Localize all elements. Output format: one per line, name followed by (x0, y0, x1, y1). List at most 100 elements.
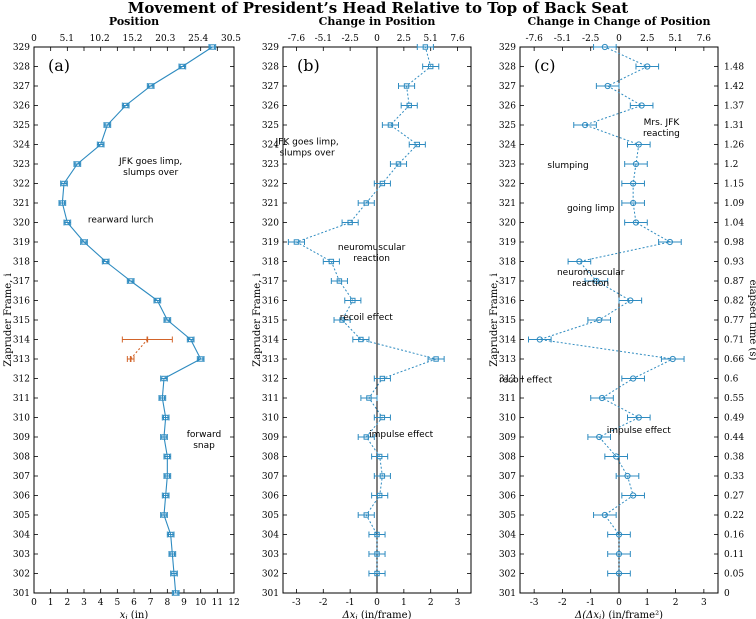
top-tick-label: 2.5 (640, 34, 655, 44)
top-tick-label: 5.1 (424, 34, 438, 44)
y-tick-label: 326 (13, 102, 30, 112)
data-point (397, 83, 416, 89)
y-tick-label: 308 (13, 453, 30, 463)
point-marker (172, 590, 179, 596)
top-tick-label: 10.2 (90, 34, 110, 44)
x-tick-label: 10 (195, 598, 207, 608)
point-marker (601, 43, 608, 51)
top-tick-label: -7.6 (525, 34, 543, 44)
y-axis-label: Zapruder Frame, i (3, 273, 14, 366)
data-point (60, 180, 68, 187)
data-point (168, 551, 177, 557)
data-point (626, 141, 651, 148)
point-marker (154, 297, 161, 304)
point-marker (630, 375, 637, 382)
data-point (357, 434, 375, 440)
data-point (381, 122, 399, 128)
data-point (373, 180, 391, 187)
x-tick-label: 8 (164, 598, 170, 608)
y-tick-label: 315 (13, 316, 30, 326)
point-marker (64, 219, 71, 226)
point-marker (171, 570, 177, 577)
y-tick-label: 313 (13, 355, 30, 365)
y-tick-label: 309 (13, 433, 30, 443)
point-marker (187, 336, 194, 343)
x-tick-label: 0 (616, 598, 622, 608)
elapsed-tick-label: 1.48 (724, 63, 744, 73)
x-tick-label: 2 (673, 598, 679, 608)
data-point (287, 239, 305, 245)
data-point (166, 531, 175, 538)
point-marker (81, 239, 87, 245)
data-point (621, 180, 645, 187)
data-point (573, 121, 597, 129)
point-marker (635, 141, 642, 148)
top-tick-label: 0 (374, 34, 380, 44)
y-tick-label: 321 (499, 199, 516, 209)
data-point (621, 199, 645, 207)
y-tick-label: 314 (262, 336, 279, 346)
x-tick-label: 3 (81, 598, 87, 608)
point-marker (161, 375, 167, 382)
point-marker (97, 141, 104, 148)
panel-title: Position (109, 15, 159, 28)
top-tick-label: 2.5 (397, 34, 412, 44)
y-tick-label: 312 (13, 375, 30, 385)
data-point (352, 336, 370, 343)
annotation: slumping (547, 161, 588, 171)
y-tick-label: 327 (262, 82, 279, 92)
y-tick-label: 304 (13, 531, 30, 541)
data-point (126, 278, 135, 284)
x-tick-label: 0 (374, 598, 380, 608)
y-tick-label: 306 (13, 492, 30, 502)
data-point (103, 122, 112, 128)
elapsed-tick-label: 0.44 (724, 433, 744, 443)
data-point (360, 395, 378, 401)
point-marker (366, 395, 372, 401)
data-point (63, 219, 72, 226)
x-tick-label: 4 (98, 598, 104, 608)
panel-c: Change in Change of Position -3 -2 -1 0 1 2 3 -7… (499, 15, 719, 619)
y-tick-label: 323 (13, 160, 30, 170)
point-marker (59, 200, 66, 206)
y-tick-label: 302 (262, 570, 279, 580)
elapsed-tick-label: 0.66 (724, 355, 744, 365)
data-point (621, 375, 645, 382)
data-point (357, 512, 375, 518)
point-marker (197, 356, 204, 362)
data-point (584, 277, 609, 285)
data-point (400, 102, 418, 109)
point-marker (209, 44, 216, 50)
top-tick-label: 0 (31, 34, 37, 44)
y-tick-label: 321 (13, 199, 30, 209)
top-tick-label: -5.1 (554, 34, 571, 44)
point-marker (363, 200, 369, 206)
elapsed-tick-label: 1.15 (724, 180, 744, 190)
point-marker (293, 239, 300, 245)
point-marker (164, 453, 171, 460)
data-point (373, 375, 391, 382)
annotation: recoil effect (340, 313, 394, 323)
panel-tag: (c) (534, 56, 555, 75)
y-tick-label: 327 (499, 82, 516, 92)
point-marker (164, 317, 171, 323)
data-point (357, 200, 375, 206)
data-point (590, 394, 614, 402)
point-marker (162, 492, 169, 499)
point-marker (328, 258, 335, 265)
elapsed-tick-label: 0.11 (724, 550, 744, 560)
series-line (130, 339, 148, 360)
point-marker (596, 316, 603, 324)
y-tick-label: 328 (13, 63, 30, 73)
top-tick-label: 15.2 (122, 34, 142, 44)
y-tick-label: 325 (262, 121, 279, 131)
top-tick-label: -5.1 (315, 34, 332, 44)
y-tick-label: 324 (262, 141, 279, 151)
elapsed-tick-label: 0.77 (724, 316, 744, 326)
annotation: forward snap (187, 430, 222, 451)
y-tick-label: 317 (262, 277, 279, 287)
data-point (371, 453, 389, 460)
y-tick-label: 316 (262, 297, 279, 307)
point-marker (350, 297, 356, 304)
point-marker (358, 336, 364, 343)
